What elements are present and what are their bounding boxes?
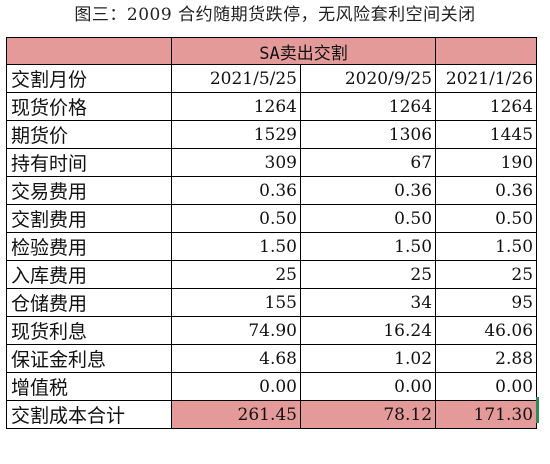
- table-cell: 0.36: [171, 176, 301, 205]
- table-cell: 1529: [171, 120, 301, 149]
- table-cell: 4.68: [171, 344, 301, 373]
- table-title-row: SA卖出交割: [6, 37, 538, 65]
- table-cell: 1445: [435, 120, 538, 149]
- table-row: 仓储费用 155 34 95: [6, 288, 538, 317]
- table-cell: 34: [299, 288, 437, 317]
- table-cell: 0.36: [299, 176, 437, 205]
- table-cell: 190: [435, 148, 538, 177]
- table-cell: 1.50: [171, 232, 301, 261]
- table-row: 现货价格 1264 1264 1264: [6, 92, 538, 121]
- total-cell: 261.45: [171, 400, 301, 429]
- row-label: 检验费用: [6, 232, 172, 261]
- total-cell: 171.30: [435, 400, 538, 429]
- row-label: 持有时间: [6, 148, 172, 177]
- row-label: 保证金利息: [6, 344, 172, 373]
- table-cell: 1.02: [299, 344, 437, 373]
- table-cell: 25: [299, 260, 437, 289]
- table-cell: 74.90: [171, 316, 301, 345]
- table-title: SA卖出交割: [170, 37, 437, 65]
- row-label: 现货利息: [6, 316, 172, 345]
- table-cell: 1264: [435, 92, 538, 121]
- table-cell: 25: [171, 260, 301, 289]
- title-blank-cell: [435, 37, 538, 65]
- table-row-total: 交割成本合计 261.45 78.12 171.30: [6, 400, 538, 429]
- row-label: 交易费用: [6, 176, 172, 205]
- table-cell: 0.36: [435, 176, 538, 205]
- row-label: 交割月份: [6, 64, 172, 93]
- table-cell: 155: [171, 288, 301, 317]
- table-cell: 309: [171, 148, 301, 177]
- table-row: 保证金利息 4.68 1.02 2.88: [6, 344, 538, 373]
- table-cell: 0.50: [299, 204, 437, 233]
- table-cell: 0.00: [299, 372, 437, 401]
- table-cell: 0.50: [171, 204, 301, 233]
- table-cell: 1264: [299, 92, 437, 121]
- table-cell: 67: [299, 148, 437, 177]
- table-cell: 2.88: [435, 344, 538, 373]
- delivery-cost-table: SA卖出交割 交割月份 2021/5/25 2020/9/25 2021/1/2…: [6, 37, 538, 429]
- month-header: 2021/1/26: [435, 64, 538, 93]
- row-label: 期货价: [6, 120, 172, 149]
- month-header: 2021/5/25: [171, 64, 301, 93]
- table-cell: 1.50: [435, 232, 538, 261]
- table-row: 增值税 0.00 0.00 0.00: [6, 372, 538, 401]
- total-cell: 78.12: [299, 400, 437, 429]
- row-label: 入库费用: [6, 260, 172, 289]
- month-header: 2020/9/25: [299, 64, 437, 93]
- table-cell: 95: [435, 288, 538, 317]
- row-label: 现货价格: [6, 92, 172, 121]
- table-cell: 0.50: [435, 204, 538, 233]
- table-row: 检验费用 1.50 1.50 1.50: [6, 232, 538, 261]
- table-row: 期货价 1529 1306 1445: [6, 120, 538, 149]
- table-cell: 16.24: [299, 316, 437, 345]
- row-label: 交割费用: [6, 204, 172, 233]
- table-cell: 46.06: [435, 316, 538, 345]
- table-row: 入库费用 25 25 25: [6, 260, 538, 289]
- row-label: 仓储费用: [6, 288, 172, 317]
- table-cell: 1306: [299, 120, 437, 149]
- title-blank-cell: [6, 37, 172, 65]
- table-cell: 0.00: [435, 372, 538, 401]
- table-row: 持有时间 309 67 190: [6, 148, 538, 177]
- figure-caption: 图三：2009 合约随期货跌停，无风险套利空间关闭: [74, 5, 476, 25]
- table-row: 现货利息 74.90 16.24 46.06: [6, 316, 538, 345]
- table-row: 交割费用 0.50 0.50 0.50: [6, 204, 538, 233]
- row-label: 增值税: [6, 372, 172, 401]
- table-row: 交易费用 0.36 0.36 0.36: [6, 176, 538, 205]
- table-cell: 1.50: [299, 232, 437, 261]
- cell-edge-marker: [536, 397, 539, 423]
- table-cell: 25: [435, 260, 538, 289]
- row-label: 交割成本合计: [6, 400, 172, 429]
- table-cell: 1264: [171, 92, 301, 121]
- table-cell: 0.00: [171, 372, 301, 401]
- table-row-header: 交割月份 2021/5/25 2020/9/25 2021/1/26: [6, 64, 538, 93]
